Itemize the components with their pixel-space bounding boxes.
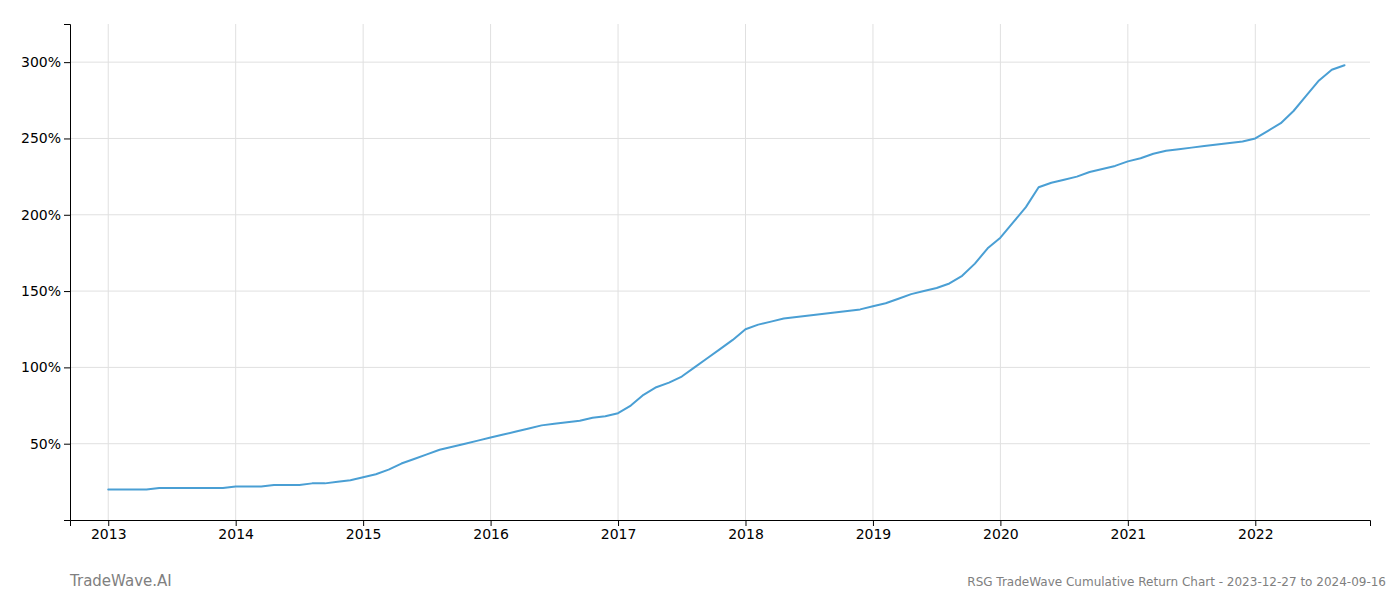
grid-line-x — [1127, 24, 1128, 520]
y-axis: 50% 100% 150% 200% 250% 300% — [21, 25, 71, 521]
grid-line-y — [70, 214, 1370, 215]
y-tick-mark — [64, 291, 70, 292]
grid-line-y — [70, 138, 1370, 139]
x-tick: 2015 — [346, 520, 382, 542]
grid-line-x — [872, 24, 873, 520]
x-axis: 2013 2014 2015 2016 2017 2018 2019 2020 2021 2022 — [71, 520, 1371, 542]
x-tick-label: 2015 — [346, 526, 382, 542]
x-tick-label: 2014 — [218, 526, 254, 542]
x-tick: 2016 — [473, 520, 509, 542]
x-tick: 2018 — [728, 520, 764, 542]
grid-line-x — [1000, 24, 1001, 520]
y-tick-label: 150% — [21, 283, 61, 299]
x-tick: 2013 — [91, 520, 127, 542]
x-tick: 2019 — [856, 520, 892, 542]
grid-line-y — [70, 62, 1370, 63]
x-tick: 2014 — [218, 520, 254, 542]
grid-line-x — [1255, 24, 1256, 520]
x-tick-label: 2018 — [728, 526, 764, 542]
x-tick-label: 2022 — [1238, 526, 1274, 542]
y-tick-label: 100% — [21, 359, 61, 375]
grid-line-y — [70, 291, 1370, 292]
x-tick: 2020 — [983, 520, 1019, 542]
plot-area: 2013 2014 2015 2016 2017 2018 2019 2020 2021 2022… — [21, 24, 1371, 542]
y-tick-mark — [64, 444, 70, 445]
grid-line-y — [70, 443, 1370, 444]
x-tick: 2017 — [601, 520, 637, 542]
x-tick-label: 2021 — [1111, 526, 1147, 542]
y-tick: 200% — [21, 207, 70, 223]
line — [108, 65, 1344, 489]
chart: 2013 2014 2015 2016 2017 2018 2019 2020 2021 2022… — [0, 0, 1400, 600]
grid-line-x — [235, 24, 236, 520]
annotation: TradeWave.AI — [69, 572, 172, 590]
grid-line-x — [745, 24, 746, 520]
grid-line-x — [490, 24, 491, 520]
y-tick: 300% — [21, 54, 70, 70]
y-tick: 150% — [21, 283, 70, 299]
x-tick-label: 2020 — [983, 526, 1019, 542]
x-tick-label: 2016 — [473, 526, 509, 542]
x-tick-label: 2019 — [856, 526, 892, 542]
y-tick-mark — [64, 367, 70, 368]
y-tick: 250% — [21, 130, 70, 146]
title: RSG TradeWave Cumulative Return Chart - … — [967, 575, 1386, 589]
x-tick-label: 2013 — [91, 526, 127, 542]
x-tick-label: 2017 — [601, 526, 637, 542]
x-tick: 2021 — [1111, 520, 1147, 542]
y-tick-label: 50% — [30, 436, 61, 452]
y-tick-mark — [64, 62, 70, 63]
y-tick: 50% — [30, 436, 70, 452]
y-tick-label: 200% — [21, 207, 61, 223]
y-tick-mark — [64, 215, 70, 216]
y-axis-line — [64, 25, 71, 521]
y-tick-mark — [64, 138, 70, 139]
grid-line-x — [108, 24, 109, 520]
x-axis-line — [71, 521, 1371, 527]
y-tick-label: 250% — [21, 130, 61, 146]
marks — [108, 65, 1344, 489]
y-tick: 100% — [21, 359, 70, 375]
grid-line-x — [363, 24, 364, 520]
x-tick: 2022 — [1238, 520, 1274, 542]
y-tick-label: 300% — [21, 54, 61, 70]
grid-line-x — [618, 24, 619, 520]
grid-line-y — [70, 367, 1370, 368]
grid — [70, 24, 1370, 520]
